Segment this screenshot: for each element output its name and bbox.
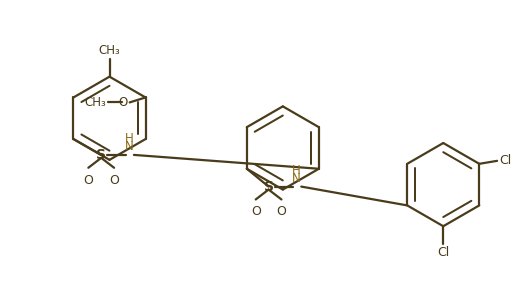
Text: H: H: [292, 164, 300, 177]
Text: CH₃: CH₃: [84, 96, 106, 109]
Text: S: S: [263, 179, 273, 194]
Text: N: N: [292, 172, 300, 185]
Text: O: O: [251, 205, 261, 218]
Text: Cl: Cl: [499, 154, 512, 167]
Text: O: O: [109, 174, 119, 187]
Text: H: H: [124, 132, 133, 145]
Text: N: N: [124, 140, 133, 153]
Text: Cl: Cl: [437, 246, 450, 259]
Text: S: S: [96, 148, 106, 162]
Text: CH₃: CH₃: [98, 44, 121, 57]
Text: O: O: [84, 174, 93, 187]
Text: O: O: [118, 96, 127, 109]
Text: O: O: [277, 205, 286, 218]
